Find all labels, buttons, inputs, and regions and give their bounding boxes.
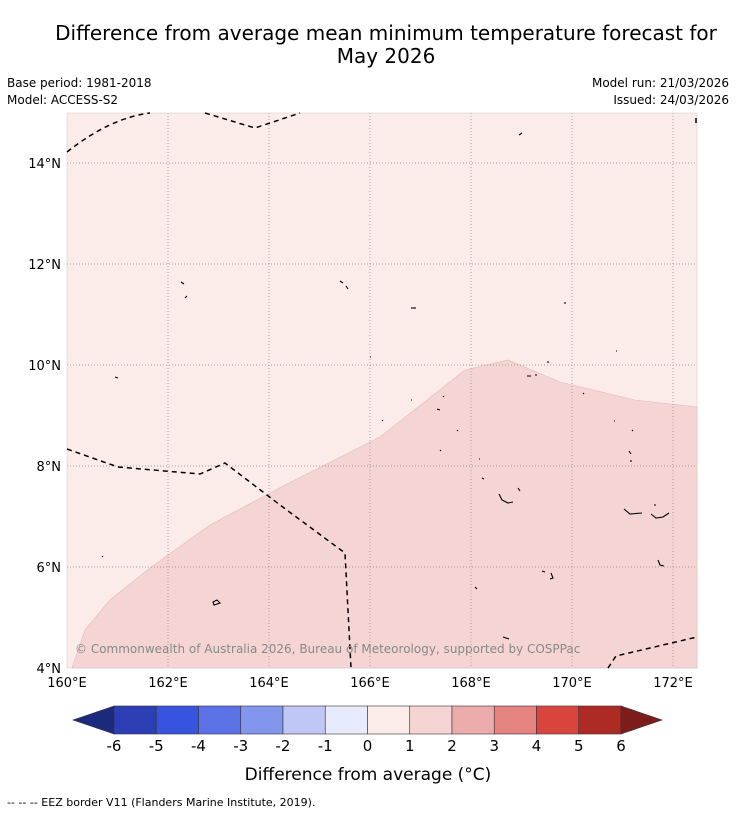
longitude-label: 170°E	[552, 676, 592, 691]
colorbar-tick-label: -5	[149, 737, 164, 755]
colorbar-tick-label: -4	[191, 737, 206, 755]
longitude-label: 172°E	[653, 676, 693, 691]
islands	[101, 132, 670, 640]
island-coastline	[502, 636, 510, 640]
eez-border	[204, 112, 301, 129]
meta-left: Base period: 1981-2018 Model: ACCESS-S2	[7, 75, 152, 109]
eez-border	[607, 636, 698, 669]
colorbar-tick-label: 5	[574, 737, 584, 755]
colorbar-tick-label: 4	[532, 737, 542, 755]
title-line-2: May 2026	[336, 44, 436, 68]
latitude-label: 12°N	[28, 258, 61, 273]
eez-legend-note: -- -- -- EEZ border V11 (Flanders Marine…	[7, 796, 316, 809]
island-coastline	[623, 508, 670, 519]
title-line-1: Difference from average mean minimum tem…	[55, 21, 717, 45]
colorbar-bin	[578, 705, 622, 735]
longitude-label: 160°E	[47, 676, 87, 691]
colorbar-bin	[409, 705, 453, 735]
island-coastline	[527, 374, 585, 395]
island-coastline	[547, 350, 617, 363]
longitude-label: 166°E	[350, 676, 390, 691]
island-coastline	[439, 429, 485, 480]
eez-border	[66, 112, 151, 153]
colorbar-bin	[198, 705, 242, 735]
map-title: Difference from average mean minimum tem…	[0, 22, 736, 68]
island-coastline	[381, 395, 445, 422]
model-name: Model: ACCESS-S2	[7, 93, 119, 107]
longitude-labels: 160°E 162°E 164°E 166°E 168°E 170°E 172°E	[47, 676, 693, 691]
colorbar-bin	[536, 705, 580, 735]
colorbar-label: Difference from average (°C)	[245, 765, 492, 785]
latitude-label: 10°N	[28, 359, 61, 374]
island-coastline	[474, 570, 554, 590]
anomaly-region-shaded	[71, 359, 698, 669]
colorbar-tick-label: -6	[107, 737, 122, 755]
colorbar-bin	[451, 705, 495, 735]
island-coastline	[498, 487, 521, 504]
latitude-labels: 14°N 12°N 10°N 8°N 6°N 4°N	[28, 157, 61, 677]
base-period: Base period: 1981-2018	[7, 76, 152, 90]
island-coastline	[114, 376, 119, 379]
colorbar-bin	[324, 705, 368, 735]
eez-border	[66, 448, 352, 669]
issued-date: Issued: 24/03/2026	[613, 93, 729, 107]
meta-right: Model run: 21/03/2026 Issued: 24/03/2026	[592, 75, 729, 109]
colorbar-tick-label: -2	[276, 737, 291, 755]
island-coastline	[180, 281, 188, 299]
colorbar-tick-label: 2	[447, 737, 457, 755]
colorbar-bin	[493, 705, 537, 735]
latitude-label: 4°N	[37, 662, 62, 677]
map-frame	[66, 112, 698, 669]
longitude-label: 162°E	[148, 676, 188, 691]
colorbar-extend-low	[72, 705, 115, 735]
colorbar: -6 -5 -4 -3 -2 -1 0 1 2 3 4 5 6	[72, 705, 663, 755]
island-coastline	[339, 280, 349, 290]
island-coastline	[654, 504, 665, 567]
island-coastline	[101, 555, 222, 606]
colorbar-bin	[367, 705, 411, 735]
colorbar-bin	[113, 705, 157, 735]
latitude-label: 6°N	[37, 561, 62, 576]
graticule	[67, 113, 697, 668]
longitude-label: 168°E	[451, 676, 491, 691]
colorbar-tick-label: 6	[616, 737, 626, 755]
island-coastline	[518, 132, 523, 136]
model-run: Model run: 21/03/2026	[591, 76, 729, 90]
island-coastline	[614, 420, 634, 462]
colorbar-extend-high	[620, 705, 663, 735]
colorbar-tick-label: -3	[233, 737, 248, 755]
colorbar-bin	[282, 705, 326, 735]
latitude-label: 14°N	[28, 157, 61, 172]
colorbar-tick-label: 1	[405, 737, 415, 755]
longitude-label: 164°E	[249, 676, 289, 691]
latitude-label: 8°N	[37, 460, 62, 475]
copyright-note: © Commonwealth of Australia 2026, Bureau…	[75, 642, 580, 656]
colorbar-tick-label: 0	[363, 737, 373, 755]
colorbar-bin	[240, 705, 284, 735]
colorbar-bin	[155, 705, 199, 735]
eez-borders	[66, 112, 698, 669]
colorbar-tick-label: 3	[489, 737, 499, 755]
colorbar-tick-label: -1	[318, 737, 333, 755]
